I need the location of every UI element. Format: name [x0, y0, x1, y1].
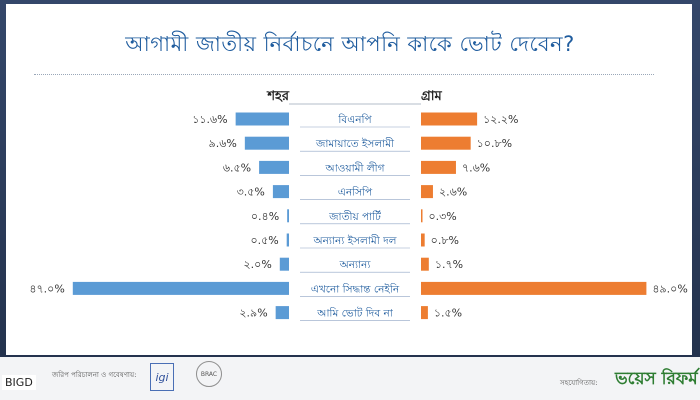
bar-rural — [421, 257, 429, 271]
value-label-urban: ৬.৫% — [223, 161, 251, 174]
bar-urban — [272, 185, 289, 199]
bar-urban — [287, 209, 289, 223]
bar-rural — [421, 209, 423, 223]
bar-rural — [421, 112, 478, 126]
voice-reform-logo: ভয়েস রিফর্ম — [615, 369, 698, 389]
bigd-logo-text: BIGD — [2, 375, 36, 390]
chart-title: আগামী জাতীয় নির্বাচনে আপনি কাকে ভোট দেব… — [125, 32, 575, 56]
legend-urban: শহর — [266, 89, 290, 104]
bar-rural — [421, 233, 425, 247]
brac-logo: BRAC — [196, 361, 222, 387]
bar-urban — [259, 160, 289, 174]
category-label: অন্যান্য ইসলামী দল — [313, 234, 398, 247]
value-label-rural: ২.৬% — [439, 186, 467, 199]
value-label-rural: ১.৫% — [434, 307, 462, 320]
title-divider — [34, 74, 654, 75]
footer: BIGD জরিপ পরিচালনা ও গবেষণায়: igi BRAC … — [0, 357, 700, 400]
value-label-urban: ০.৫% — [250, 234, 278, 247]
bar-urban — [235, 112, 289, 126]
bar-urban — [286, 233, 289, 247]
legend-rural: গ্রাম — [421, 89, 443, 104]
category-label: অন্যান্য — [339, 259, 372, 271]
value-label-rural: ৪৯.০% — [652, 282, 687, 295]
footer-note: জরিপ পরিচালনা ও গবেষণায়: — [52, 371, 137, 379]
bar-rural — [421, 160, 456, 174]
category-label: এখনো সিদ্ধান্ত নেইনি — [311, 282, 400, 295]
value-label-rural: ১.৭% — [435, 258, 463, 271]
category-label: আমি ভোট দিব না — [316, 307, 394, 320]
value-label-rural: ০.৮% — [431, 234, 459, 247]
value-label-rural: ১০.৮% — [477, 137, 512, 150]
value-label-urban: ১১.৬% — [192, 113, 227, 126]
category-label: আওয়ামী লীগ — [324, 161, 385, 174]
bar-rural — [421, 136, 471, 150]
bar-rural — [421, 185, 433, 199]
value-label-urban: ০.৪% — [251, 210, 279, 223]
value-label-urban: ৩.৫% — [237, 186, 265, 199]
igi-logo: igi — [150, 363, 174, 391]
value-label-urban: ২.৯% — [239, 307, 267, 320]
category-label: জাতীয় পার্টি — [328, 210, 382, 223]
category-label: বিএনপি — [337, 113, 372, 126]
bar-urban — [244, 136, 289, 150]
value-label-rural: ০.৩% — [429, 210, 457, 223]
bar-urban — [72, 281, 289, 295]
value-label-rural: ১২.২% — [483, 113, 518, 126]
value-label-urban: ২.০% — [244, 258, 272, 271]
bar-urban — [279, 257, 289, 271]
category-label: এনসিপি — [338, 186, 373, 199]
value-label-urban: ৪৭.০% — [29, 282, 64, 295]
bar-rural — [421, 281, 647, 295]
supported-by-label: সহযোগিতায়: — [560, 379, 598, 387]
category-label: জামায়াতে ইসলামী — [315, 137, 395, 150]
value-label-urban: ৯.৬% — [209, 137, 237, 150]
value-label-rural: ৭.৬% — [462, 161, 490, 174]
bar-urban — [275, 306, 289, 320]
bar-rural — [421, 306, 428, 320]
